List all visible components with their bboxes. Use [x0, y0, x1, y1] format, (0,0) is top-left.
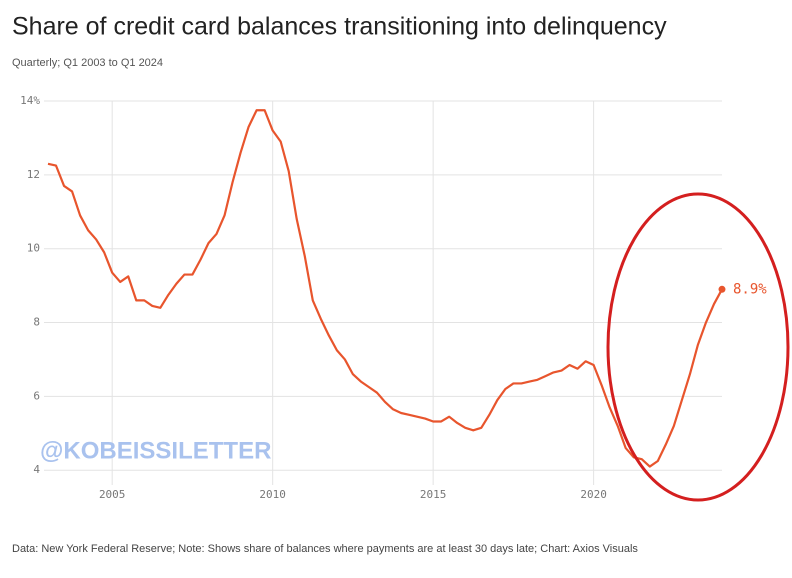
x-tick-label: 2020 — [580, 488, 607, 501]
end-point — [718, 285, 726, 293]
y-tick-label: 14% — [20, 94, 40, 107]
x-tick-label: 2010 — [259, 488, 286, 501]
y-tick-label: 12 — [27, 168, 40, 181]
watermark: @KOBEISSILETTER — [40, 437, 271, 464]
y-tick-label: 8 — [33, 316, 40, 329]
chart-title: Share of credit card balances transition… — [12, 13, 667, 41]
data-line — [47, 109, 723, 468]
plot-area: 14% 12 10 8 6 4 2005 2010 2015 2020 8.9% — [20, 94, 767, 501]
highlight-ellipse — [606, 192, 790, 502]
data-label: 8.9% — [733, 281, 767, 297]
x-tick-label: 2015 — [420, 488, 447, 501]
chart-subtitle: Quarterly; Q1 2003 to Q1 2024 — [12, 57, 163, 69]
y-tick-label: 10 — [27, 242, 40, 255]
source-note: Data: New York Federal Reserve; Note: Sh… — [12, 543, 638, 555]
y-tick-label: 6 — [33, 389, 40, 402]
y-tick-label: 4 — [33, 463, 40, 476]
x-tick-label: 2005 — [99, 488, 126, 501]
